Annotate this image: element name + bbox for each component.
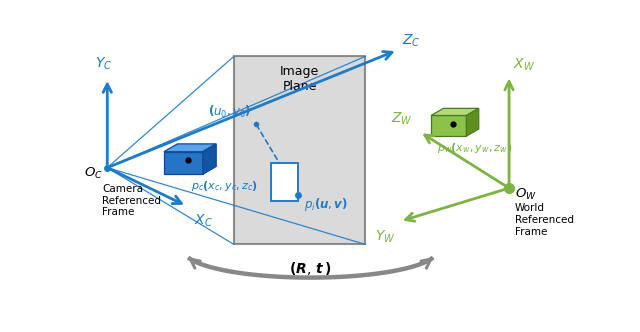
Text: $Y_W$: $Y_W$	[374, 229, 395, 245]
Polygon shape	[164, 144, 216, 152]
Text: $\boldsymbol{p_w(x_w, y_w, z_w)}$: $\boldsymbol{p_w(x_w, y_w, z_w)}$	[437, 141, 513, 155]
Text: $X_W$: $X_W$	[513, 57, 535, 73]
Polygon shape	[234, 56, 365, 244]
Polygon shape	[467, 108, 479, 136]
Polygon shape	[431, 116, 467, 136]
Text: $\boldsymbol{p_i(u,v)}$: $\boldsymbol{p_i(u,v)}$	[304, 196, 348, 213]
Text: $O_W$: $O_W$	[515, 187, 537, 202]
Text: $\boldsymbol{p_c(x_c, y_c, z_c)}$: $\boldsymbol{p_c(x_c, y_c, z_c)}$	[191, 179, 258, 193]
Polygon shape	[431, 108, 479, 116]
Text: $Y_C$: $Y_C$	[95, 55, 112, 72]
Text: Image
Plane: Image Plane	[280, 65, 319, 93]
Text: World
Referenced
Frame: World Referenced Frame	[515, 204, 574, 237]
Polygon shape	[271, 163, 298, 201]
Text: Camera
Referenced
Frame: Camera Referenced Frame	[102, 184, 161, 217]
Text: $\boldsymbol{(R,\,t\,)}$: $\boldsymbol{(R,\,t\,)}$	[289, 260, 332, 277]
Text: $Z_C$: $Z_C$	[403, 33, 421, 49]
Text: $O_C$: $O_C$	[84, 166, 103, 182]
Text: $X_C$: $X_C$	[194, 212, 213, 229]
Polygon shape	[203, 144, 216, 174]
Polygon shape	[164, 152, 203, 174]
Text: $\boldsymbol{(u_0, v_0)}$: $\boldsymbol{(u_0, v_0)}$	[208, 104, 251, 121]
Text: $Z_W$: $Z_W$	[390, 110, 412, 127]
